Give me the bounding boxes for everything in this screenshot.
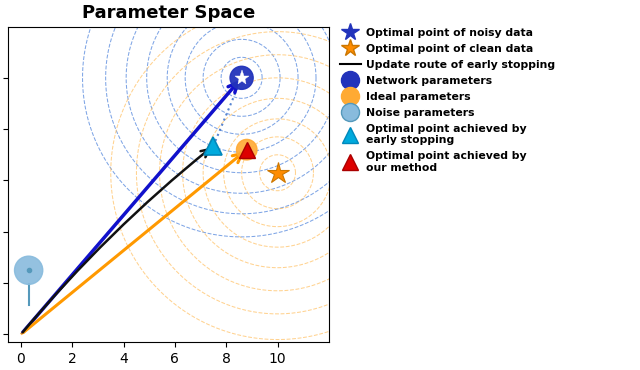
Circle shape <box>237 139 257 160</box>
Title: Parameter Space: Parameter Space <box>82 4 255 22</box>
Circle shape <box>230 66 253 90</box>
Circle shape <box>15 256 43 285</box>
Legend: Optimal point of noisy data, Optimal point of clean data, Update route of early : Optimal point of noisy data, Optimal poi… <box>337 26 557 175</box>
